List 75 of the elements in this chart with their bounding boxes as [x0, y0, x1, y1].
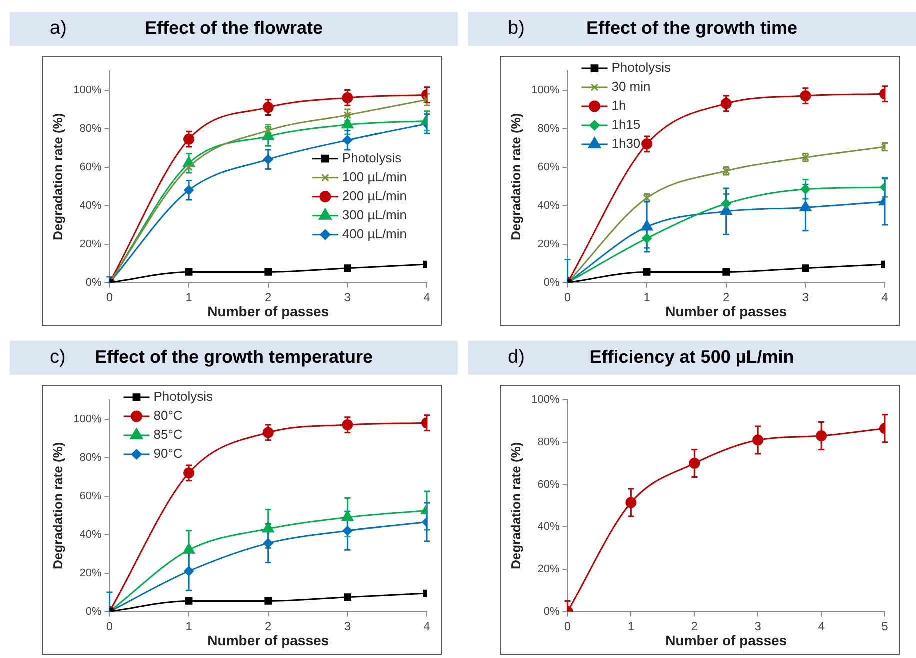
x-axis-title: Number of passes	[208, 303, 330, 320]
x-tick-label: 1	[186, 290, 193, 304]
y-tick-label: 0%	[544, 606, 560, 618]
legend-label: 300 µL/min	[342, 207, 408, 222]
x-tick-label: 3	[344, 290, 352, 304]
legend-label: 1h15	[612, 117, 641, 132]
chart-title: Effect of the flowrate	[144, 18, 323, 38]
y-tick-label: 40%	[80, 200, 102, 212]
x-tick-label: 0	[106, 290, 114, 304]
y-tick-label: 20%	[538, 563, 560, 576]
y-tick-label: 20%	[538, 238, 560, 250]
y-tick-label: 0%	[86, 606, 102, 618]
x-tick-label: 5	[882, 619, 889, 634]
y-tick-label: 80%	[538, 122, 560, 135]
text: d)	[508, 347, 525, 369]
x-tick-label: 3	[344, 619, 352, 634]
x-tick-label: 1	[644, 290, 651, 304]
text: a)	[50, 18, 67, 40]
x-tick-label: 4	[818, 619, 826, 634]
x-tick-label: 4	[882, 290, 889, 304]
legend-label: 200 µL/min	[342, 188, 408, 204]
y-tick-label: 80%	[80, 452, 102, 464]
y-tick-label: 60%	[538, 478, 560, 491]
x-tick-label: 2	[723, 290, 730, 304]
y-tick-label: 60%	[538, 161, 560, 174]
legend-label: 85°C	[154, 427, 183, 442]
y-tick-label: 100%	[74, 84, 102, 96]
x-tick-label: 0	[106, 619, 114, 634]
x-axis-title: Number of passes	[666, 632, 788, 648]
y-axis-title: Degradation rate (%)	[50, 113, 66, 240]
y-tick-label: 60%	[80, 161, 102, 174]
legend-label: 1h30	[612, 136, 641, 152]
y-axis-title: Degradation rate (%)	[508, 442, 524, 570]
y-tick-label: 100%	[532, 84, 560, 96]
y-tick-label: 40%	[538, 521, 560, 534]
x-axis-title: Number of passes	[666, 303, 788, 320]
y-tick-label: 80%	[538, 436, 560, 448]
y-tick-label: 100%	[532, 394, 560, 406]
legend-label: 100 µL/min	[342, 169, 408, 184]
legend-label: 90°C	[154, 446, 183, 462]
legend-label: Photolysis	[342, 150, 402, 166]
x-tick-label: 4	[424, 619, 431, 634]
legend-label: 1h	[612, 98, 626, 114]
chart-title: Effect of the growth time	[586, 18, 798, 38]
legend-label: 80°C	[154, 408, 183, 424]
text: b)	[508, 18, 525, 40]
x-tick-label: 1	[628, 619, 635, 634]
y-tick-label: 0%	[544, 276, 560, 289]
y-tick-label: 40%	[80, 528, 102, 541]
chart-title: Effect of the growth temperature	[94, 347, 374, 367]
y-tick-label: 80%	[80, 122, 102, 135]
chart-title: Efficiency at 500 µL/min	[590, 347, 794, 367]
legend-label: 400 µL/min	[342, 226, 408, 242]
legend-label: Photolysis	[612, 60, 672, 76]
x-tick-label: 2	[691, 619, 698, 634]
y-tick-label: 100%	[74, 413, 102, 426]
x-tick-label: 1	[186, 619, 193, 634]
y-tick-label: 40%	[538, 200, 560, 212]
x-tick-label: 3	[802, 290, 810, 304]
x-axis-title: Number of passes	[208, 632, 330, 648]
x-tick-label: 2	[265, 290, 272, 304]
y-tick-label: 20%	[80, 238, 102, 250]
legend-label: Photolysis	[154, 389, 214, 404]
y-axis-title: Degradation rate (%)	[508, 113, 524, 240]
x-tick-label: 0	[564, 619, 572, 634]
y-tick-label: 60%	[80, 490, 102, 502]
x-tick-label: 3	[754, 619, 762, 634]
text: c)	[50, 347, 66, 369]
x-tick-label: 2	[265, 619, 272, 634]
legend-label: 30 min	[612, 79, 651, 94]
y-tick-label: 0%	[86, 276, 102, 289]
y-tick-label: 20%	[80, 567, 102, 580]
x-tick-label: 4	[424, 290, 431, 304]
x-tick-label: 0	[564, 290, 572, 304]
y-axis-title: Degradation rate (%)	[50, 442, 66, 570]
